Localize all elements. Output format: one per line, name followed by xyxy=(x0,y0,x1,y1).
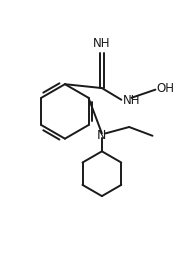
Text: NH: NH xyxy=(93,37,111,50)
Text: NH: NH xyxy=(123,94,141,107)
Text: OH: OH xyxy=(156,82,174,94)
Text: N: N xyxy=(97,129,107,142)
